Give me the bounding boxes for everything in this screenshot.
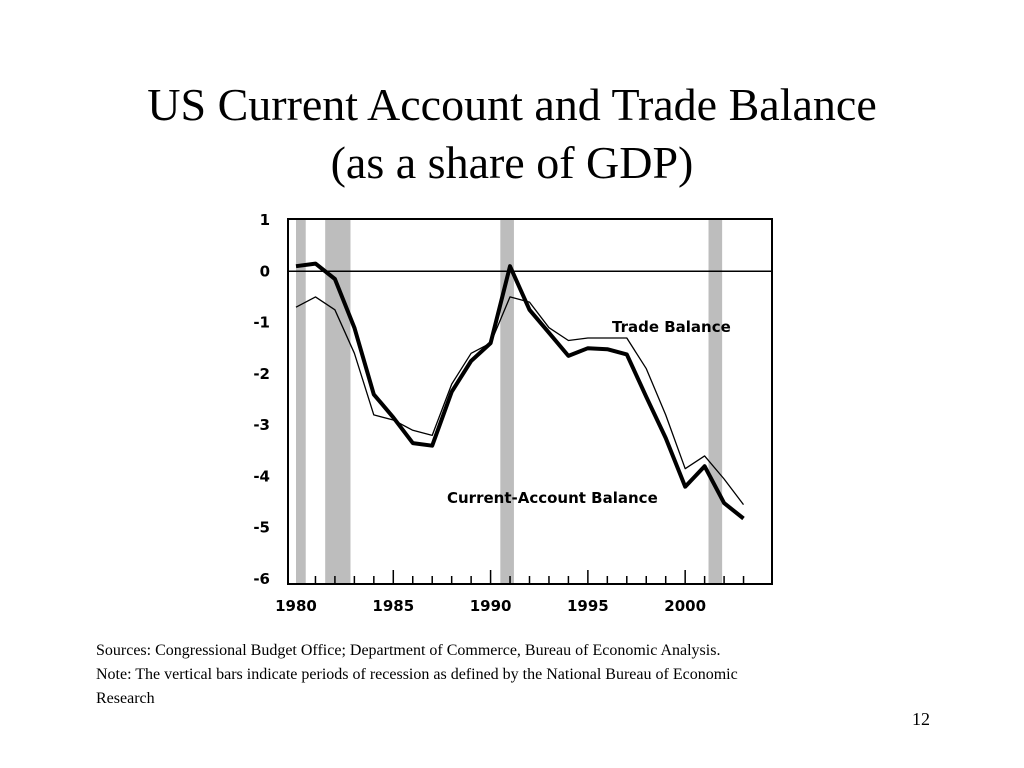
series-label-current-account: Current-Account Balance	[447, 489, 658, 507]
recession-bar-2	[325, 219, 351, 584]
series-lines	[295, 261, 745, 521]
slide-title: US Current Account and Trade Balance (as…	[0, 76, 1024, 192]
axis-ticks	[314, 570, 745, 584]
x-tick-label: 1990	[470, 597, 512, 615]
recession-bar-1	[296, 219, 306, 584]
y-tick-label: -6	[253, 570, 270, 588]
x-tick-label: 2000	[664, 597, 706, 615]
x-tick-label: 1980	[275, 597, 317, 615]
y-tick-label: -2	[253, 365, 270, 383]
y-tick-label: -4	[253, 467, 270, 485]
page-number: 12	[912, 709, 930, 729]
x-axis-labels: 1980 1985 1990 1995 2000	[275, 597, 706, 615]
x-tick-label: 1985	[372, 597, 414, 615]
y-tick-label: 0	[260, 262, 270, 280]
y-tick-label: -5	[253, 519, 270, 537]
title-line-1: US Current Account and Trade Balance	[147, 79, 877, 130]
x-tick-label: 1995	[567, 597, 609, 615]
y-tick-label: -3	[253, 416, 270, 434]
plot-frame	[287, 218, 773, 585]
series-label-trade-balance: Trade Balance	[612, 318, 731, 336]
recession-bar-4	[708, 219, 723, 584]
series-line-trade-balance	[295, 296, 745, 505]
y-tick-label: -1	[253, 314, 270, 332]
series-line-current-account	[295, 261, 745, 521]
note-line-3: Research	[96, 690, 155, 707]
title-line-2: (as a share of GDP)	[330, 137, 694, 188]
y-axis-labels: 1 0 -1 -2 -3 -4 -5 -6	[253, 211, 270, 588]
source-notes: Sources: Congressional Budget Office; De…	[96, 639, 936, 711]
note-line-2: Note: The vertical bars indicate periods…	[96, 666, 738, 683]
source-line-1: Sources: Congressional Budget Office; De…	[96, 642, 721, 659]
y-tick-label: 1	[260, 211, 270, 229]
